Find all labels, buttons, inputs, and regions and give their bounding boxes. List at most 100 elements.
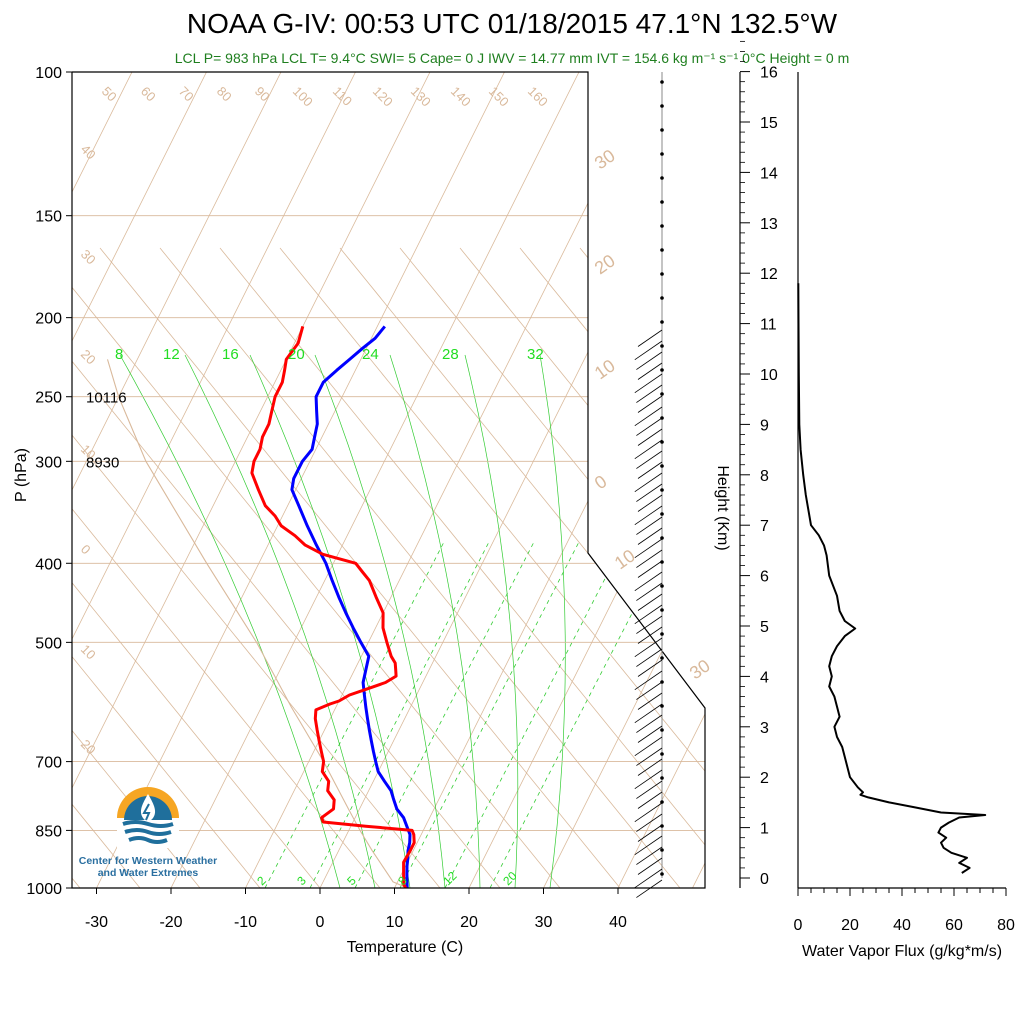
isotherm-label: 60 — [138, 84, 159, 105]
y-tick-label: 100 — [35, 65, 62, 82]
moist-adiabat-line — [389, 354, 481, 888]
wind-barb — [634, 868, 663, 889]
flux-tick-label: 60 — [945, 917, 963, 934]
height-tick-label: 5 — [760, 619, 769, 636]
dry-adiabat-line — [72, 247, 501, 888]
mixing-ratio-top-label: 32 — [527, 346, 544, 363]
x-tick-label: 30 — [535, 914, 553, 931]
y-axis-label: P (hPa) — [13, 448, 30, 502]
height-tick-label: 13 — [760, 216, 778, 233]
dry-adiabat-line — [219, 247, 705, 888]
isotherm-line — [96, 72, 505, 888]
moist-adiabat-line — [464, 354, 519, 888]
mixing-ratio-bottom-label: 20 — [500, 869, 520, 889]
height-tick-label: 11 — [760, 317, 777, 334]
wind-barb-dot — [660, 80, 664, 84]
wind-barb — [634, 835, 663, 856]
mixing-ratio-top-label: 16 — [222, 346, 239, 363]
wind-barb-dot — [660, 272, 664, 276]
wind-barb-dot — [660, 512, 664, 516]
dry-adiabat-line — [459, 247, 705, 888]
wind-barb — [637, 461, 663, 479]
isotherm-line — [72, 72, 207, 888]
wind-barb — [636, 813, 663, 832]
mixing-ratio-bottom-label: 2 — [254, 873, 269, 888]
wind-barb — [636, 417, 663, 436]
wind-barb-dot — [660, 584, 664, 588]
isotherm-label: 130 — [408, 84, 434, 110]
wind-barb-dot — [660, 488, 664, 492]
wind-barb — [634, 406, 663, 427]
wind-barb — [634, 703, 663, 724]
wind-barb-dot — [660, 200, 664, 204]
flux-tick-label: 20 — [841, 917, 859, 934]
wind-barb — [636, 780, 663, 799]
height-tick-label: 7 — [760, 518, 769, 535]
wind-barb — [637, 758, 663, 776]
chart-title: NOAA G-IV: 00:53 UTC 01/18/2015 47.1°N 1… — [186, 8, 838, 39]
isotherm-label: 20 — [78, 737, 99, 758]
wind-barb — [637, 626, 663, 644]
wind-barb — [634, 439, 663, 460]
wind-barb — [634, 340, 663, 361]
dry-adiabat-line — [72, 247, 261, 888]
water-vapor-flux-line — [797, 283, 987, 874]
wind-barb-dot — [660, 536, 664, 540]
wind-barb — [634, 538, 663, 559]
flux-tick-label: 0 — [794, 917, 803, 934]
wind-barb — [637, 560, 663, 578]
height-tick-label: 9 — [760, 417, 769, 434]
wind-barb — [637, 692, 663, 710]
isotherm-label: 70 — [176, 84, 197, 105]
wind-barb — [636, 681, 663, 700]
wind-barb — [636, 351, 663, 370]
isotherm-line — [72, 72, 356, 888]
y-tick-label: 850 — [35, 823, 62, 840]
height-tick-label: 15 — [760, 115, 778, 132]
height-tick-label: 14 — [760, 165, 778, 182]
moist-adiabat-line — [249, 354, 411, 888]
wind-barb-dot — [660, 848, 664, 852]
wind-barb — [636, 582, 663, 601]
wind-barb — [636, 450, 663, 469]
wind-barb — [636, 846, 663, 865]
wind-barb — [636, 549, 663, 568]
y-tick-label: 400 — [35, 556, 62, 573]
dry-adiabat-line — [399, 247, 705, 888]
y-tick-label: 300 — [35, 454, 62, 471]
isotherm-line — [319, 72, 705, 888]
isotherm-line — [692, 72, 705, 888]
wind-barb — [637, 494, 663, 512]
wind-barb — [637, 362, 663, 380]
wind-barb-dot — [660, 320, 664, 324]
wind-barb-dot — [660, 608, 664, 612]
wind-barb — [636, 384, 663, 403]
mixing-ratio-top-label: 8 — [115, 346, 123, 363]
isotherm-line — [245, 72, 654, 888]
height-tick-label: 8 — [760, 468, 769, 485]
wind-barb-dot — [660, 800, 664, 804]
flux-tick-label: 80 — [997, 917, 1015, 934]
moist-adiabat-line — [184, 354, 376, 888]
isotherm-line — [72, 72, 431, 888]
isotherm-label: 160 — [525, 84, 551, 110]
wind-barb-dot — [660, 224, 664, 228]
logo-text-line2: and Water Extremes — [97, 867, 199, 879]
wind-barb — [634, 670, 663, 691]
isotherm-line — [170, 72, 580, 888]
x-tick-label: 40 — [609, 914, 627, 931]
wind-barb — [636, 879, 663, 898]
wind-barb-dot — [660, 632, 664, 636]
wind-barb-dot — [660, 344, 664, 348]
wind-barb-dot — [660, 296, 664, 300]
wind-barb-dot — [660, 560, 664, 564]
height-tick-label: 16 — [760, 65, 778, 82]
height-tick-label: 10 — [760, 367, 778, 384]
x-tick-label: 20 — [460, 914, 478, 931]
dry-adiabat-line — [72, 247, 441, 888]
wind-barb-dot — [660, 128, 664, 132]
isotherm-label: 10 — [591, 355, 619, 383]
isotherm-label: 110 — [330, 84, 355, 109]
isotherm-label: 100 — [290, 84, 316, 110]
